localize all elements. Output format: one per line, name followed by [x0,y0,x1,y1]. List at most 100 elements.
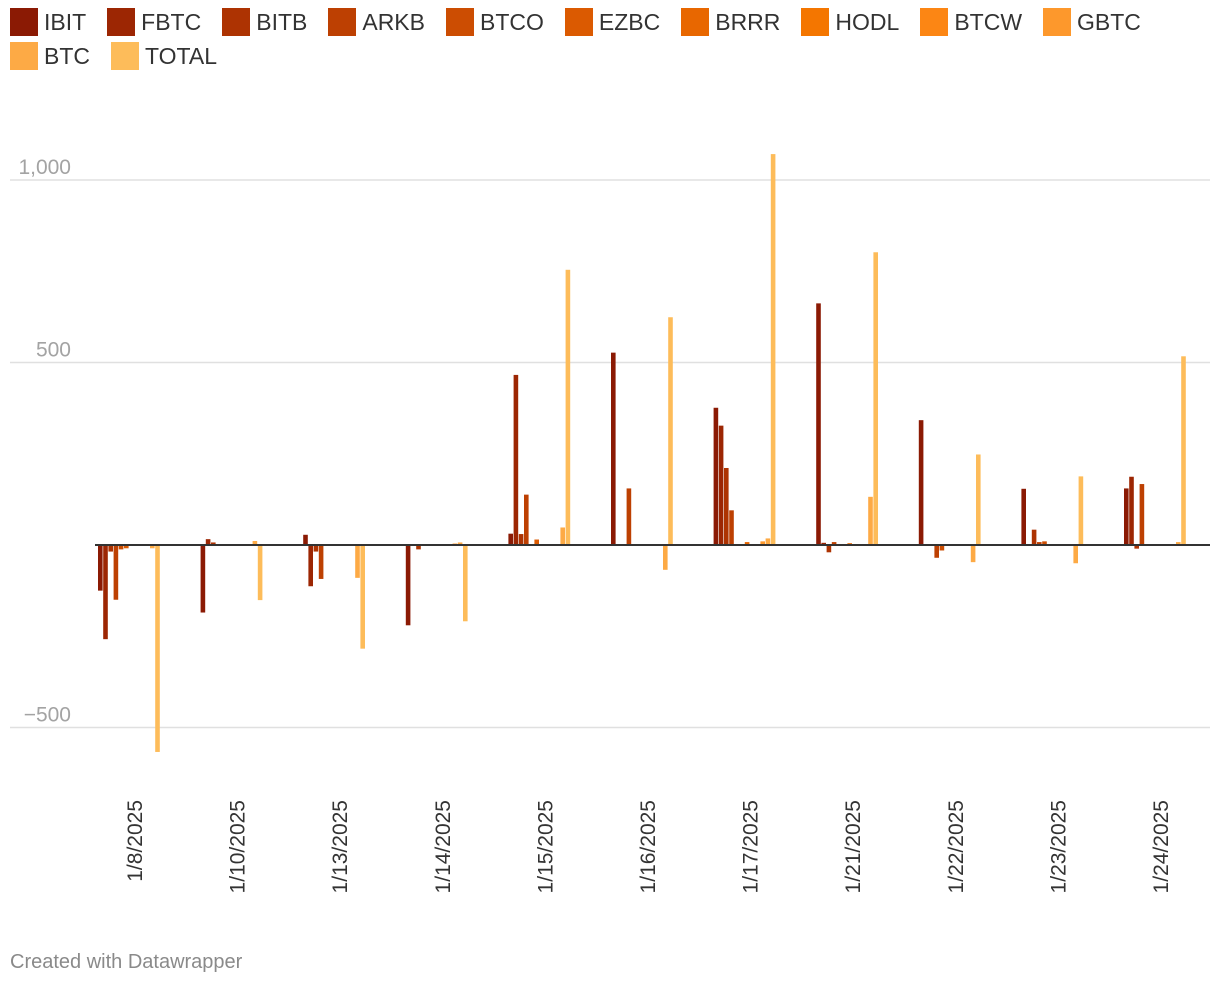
bar-total-11 [1181,356,1186,545]
legend-swatch [111,42,139,70]
bar-ibit-9 [918,420,924,545]
bar-ibit-7 [713,407,719,545]
bar-bitb-2 [211,542,216,545]
bar-fbtc-7 [718,425,724,545]
bar-arkb-9 [934,545,939,558]
bar-arkb-3 [318,545,324,579]
bar-total-5 [565,269,571,545]
bar-total-4 [463,545,468,622]
x-tick-label: 1/16/2025 [637,800,660,893]
legend-swatch [10,8,38,36]
x-tick-label: 1/23/2025 [1047,800,1070,893]
bar-total-1 [155,545,160,752]
bar-fbtc-11 [1129,476,1134,545]
x-tick-label: 1/10/2025 [227,800,250,893]
bar-ibit-11 [1124,488,1129,545]
bar-bitb-1 [108,545,113,552]
x-tick-label: 1/13/2025 [329,800,352,893]
bar-gbtc-7 [760,541,765,545]
bar-btc-6 [663,545,668,570]
legend-swatch [1043,8,1072,36]
legend-label: BITB [256,9,308,35]
bar-btc-4 [457,542,463,545]
legend-item-bitb: BITB [222,8,307,36]
legend-item-btcw: BTCW [920,8,1022,36]
legend-label: BTC [44,43,90,69]
bar-ibit-6 [611,352,616,545]
y-tick-label: 500 [36,339,71,362]
legend-label: ARKB [362,9,425,35]
bar-btc-11 [1176,542,1181,545]
y-tick-label: −500 [24,704,71,727]
bar-btc-10 [1073,545,1078,564]
bar-ibit-8 [816,303,821,545]
legend-label: BTCW [954,9,1023,35]
legend-label: IBIT [44,9,87,35]
y-tick-label: 1,000 [18,156,71,179]
bar-bitb-5 [518,534,524,545]
bar-ezbc-1 [124,545,129,549]
bar-arkb-10 [1037,542,1042,545]
bar-btc-9 [970,545,976,563]
legend-item-arkb: ARKB [328,8,425,36]
bar-arkb-6 [626,488,632,545]
bar-btco-10 [1042,541,1047,545]
y-axis: −500 500 1,000 [18,156,71,727]
legend-swatch [10,42,38,70]
legend-swatch [328,8,357,36]
bar-btc-8 [868,496,873,545]
legend-swatch [222,8,251,36]
legend-item-fbtc: FBTC [107,8,201,36]
x-tick-label: 1/24/2025 [1150,800,1173,893]
bar-total-10 [1078,476,1084,545]
legend-label: BRRR [715,9,781,35]
legend-item-btco: BTCO [446,8,544,36]
x-tick-label: 1/8/2025 [124,800,147,882]
bar-bitb-11 [1134,545,1139,549]
bar-ibit-2 [200,545,206,613]
legend-item-brrr: BRRR [681,8,780,36]
bar-btc-2 [252,540,258,545]
legend-label: FBTC [141,9,202,35]
legend-label: EZBC [598,9,661,35]
legend-label: HODL [835,9,900,35]
bar-ezbc-5 [534,539,539,545]
x-tick-label: 1/14/2025 [432,800,455,893]
bar-arkb-11 [1139,484,1145,545]
legend-swatch [446,8,474,36]
bar-total-9 [976,454,981,545]
bar-bitb-3 [313,545,319,552]
x-tick-label: 1/15/2025 [534,800,557,893]
legend-label: BTCO [480,9,544,35]
legend-swatch [801,8,830,36]
legend-swatch [107,8,136,36]
bar-fbtc-1 [103,545,108,640]
chart-legend: IBIT FBTC BITB ARKB BTCO EZBC BRRR HODL BTCW GBTC… [10,8,1210,70]
legend-item-ibit: IBIT [10,8,86,36]
bar-total-7 [770,154,776,545]
bar-ibit-10 [1021,488,1026,545]
legend-swatch [920,8,949,36]
bar-bitb-8 [826,545,832,553]
bar-arkb-8 [831,542,837,545]
bar-btc-3 [355,545,360,578]
x-tick-label: 1/17/2025 [740,800,763,893]
bar-bitb-7 [724,467,729,545]
bar-arkb-5 [524,494,529,545]
bar-total-8 [873,252,878,545]
bar-ibit-3 [303,534,308,545]
legend-label: GBTC [1077,9,1141,35]
bar-btco-9 [939,545,945,551]
bar-ibit-5 [508,533,513,545]
bar-fbtc-5 [513,374,519,545]
legend-item-hodl: HODL [801,8,899,36]
x-tick-label: 1/21/2025 [842,800,865,893]
legend-item-gbtc: GBTC [1043,8,1141,36]
bar-arkb-1 [113,545,119,600]
legend-swatch [564,8,593,36]
x-axis: 1/8/2025 1/10/2025 1/13/2025 1/14/2025 1/15/… [124,800,1173,893]
legend-item-btc: BTC [10,42,90,70]
bar-btco-1 [118,545,124,550]
bar-total-6 [668,317,673,545]
